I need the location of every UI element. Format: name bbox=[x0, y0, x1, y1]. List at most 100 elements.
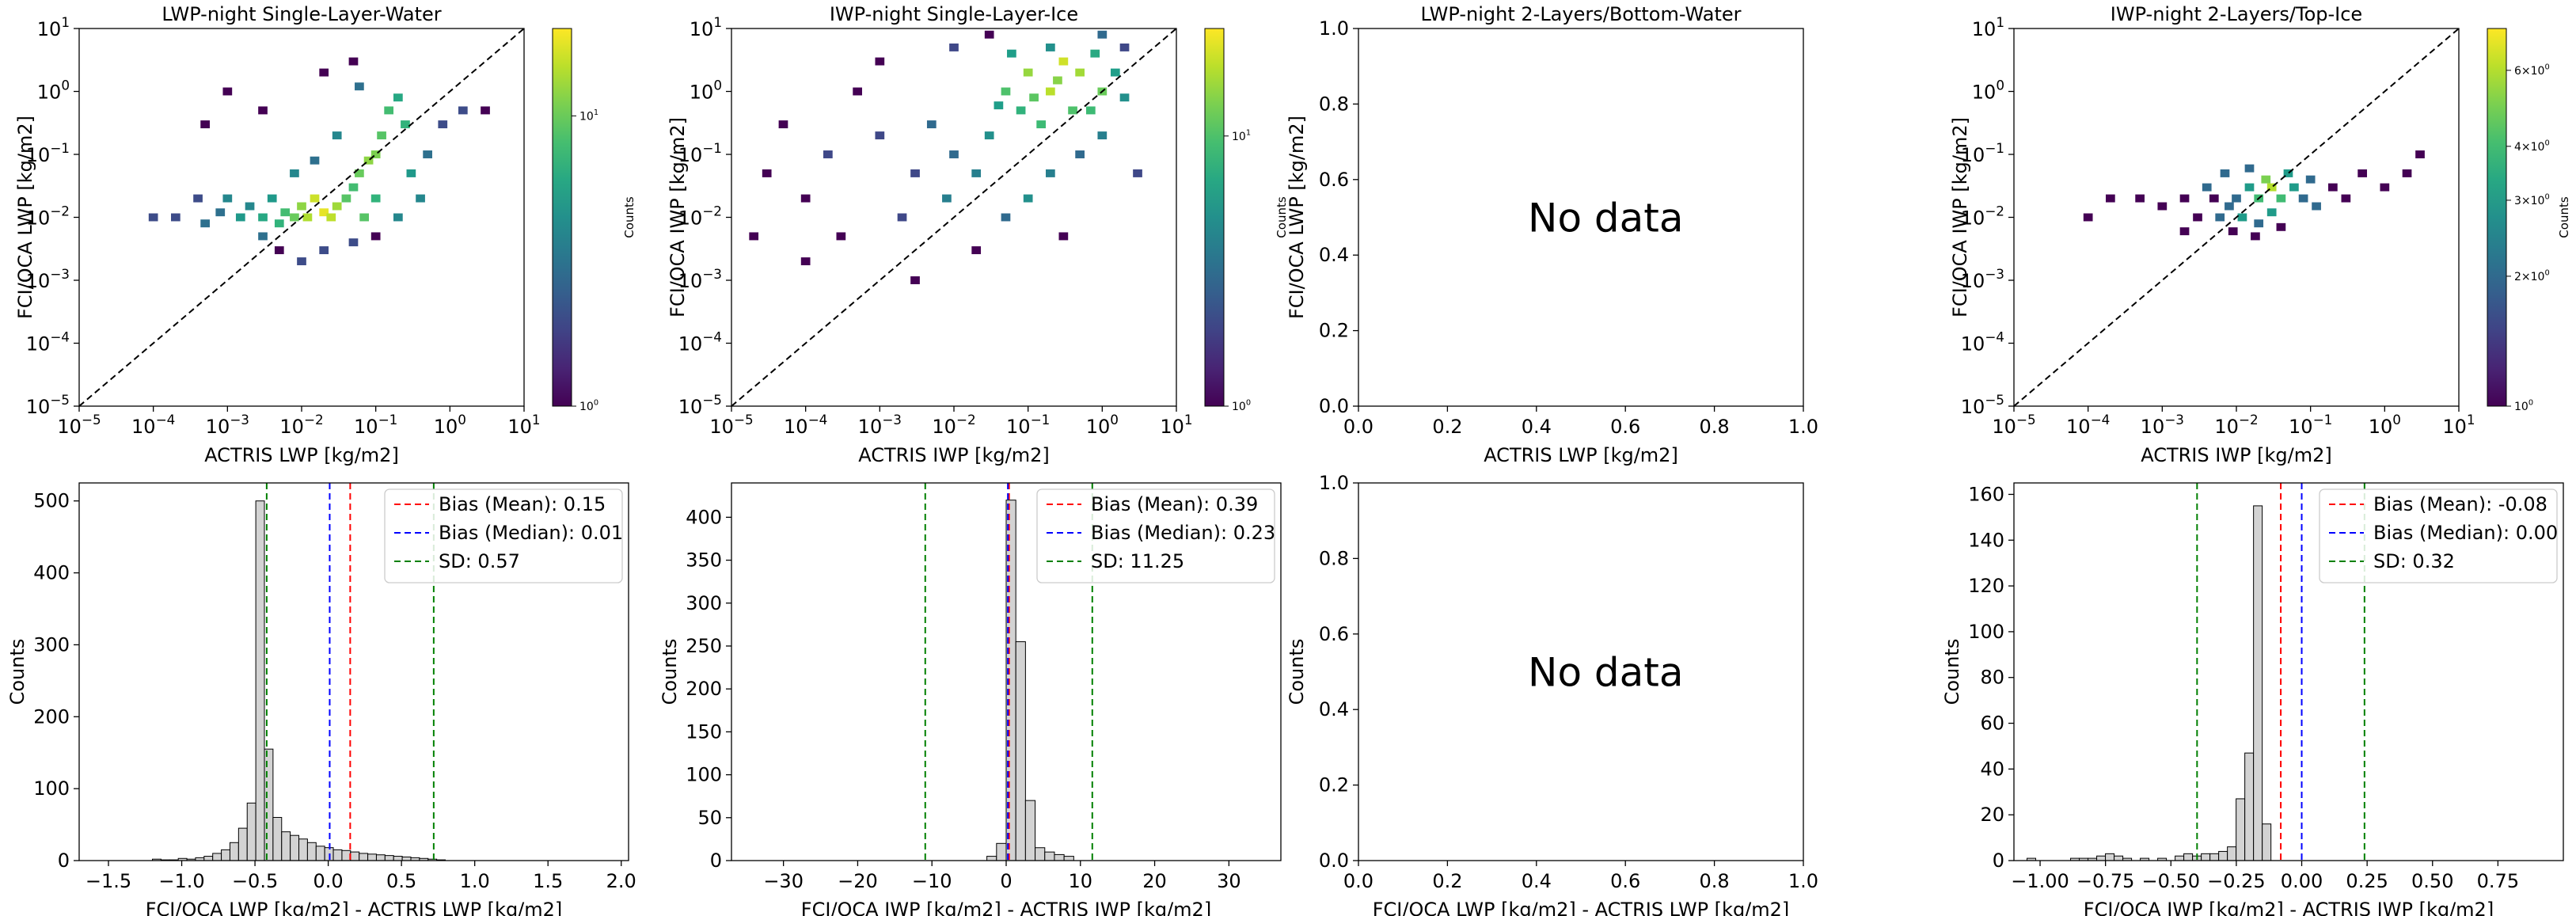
x-tick-label: 101 bbox=[507, 412, 540, 438]
histogram-bar bbox=[1015, 641, 1026, 861]
x-tick-label: −10 bbox=[912, 870, 952, 892]
heatmap-cell bbox=[355, 169, 364, 177]
x-tick-label: 0.00 bbox=[2281, 870, 2323, 892]
heatmap-cell bbox=[1110, 68, 1120, 77]
y-tick-label: 200 bbox=[33, 705, 70, 728]
heatmap-cell bbox=[2289, 183, 2299, 192]
x-tick-label: −0.25 bbox=[2207, 870, 2266, 892]
x-tick-label: −20 bbox=[838, 870, 878, 892]
y-tick-label: 0.6 bbox=[1319, 169, 1349, 191]
y-tick-label: 10−2 bbox=[26, 203, 70, 230]
heatmap-cell bbox=[1029, 93, 1039, 102]
y-tick-label: 100 bbox=[37, 78, 70, 104]
y-tick-label: 20 bbox=[1980, 804, 2004, 826]
colorbar bbox=[2487, 28, 2507, 407]
legend-median-label: Bias (Median): 0.23 bbox=[1091, 522, 1275, 544]
heatmap-cell bbox=[310, 194, 320, 203]
x-tick-label: 0.25 bbox=[2346, 870, 2388, 892]
heatmap-cell bbox=[1119, 43, 1130, 51]
y-tick-label: 10−3 bbox=[26, 266, 70, 292]
x-axis-label: ACTRIS LWP [kg/m2] bbox=[1484, 444, 1678, 466]
legend-sd-label: SD: 11.25 bbox=[1091, 550, 1184, 572]
y-tick-label: 60 bbox=[1980, 713, 2004, 735]
x-tick-label: −30 bbox=[763, 870, 804, 892]
x-tick-label: 10−2 bbox=[932, 412, 975, 438]
y-tick-label: 101 bbox=[690, 14, 722, 40]
y-tick-label: 10−1 bbox=[1961, 140, 2004, 166]
histogram-bar bbox=[1044, 851, 1055, 861]
y-tick-label: 80 bbox=[1980, 667, 2004, 689]
colorbar-tick-label: 100 bbox=[579, 399, 598, 413]
y-tick-label: 10−2 bbox=[1961, 203, 2004, 230]
heatmap-cell bbox=[1075, 68, 1085, 77]
heatmap-cell bbox=[1046, 169, 1055, 177]
p2-panel: 10−5 10−4 10−3 10−2 10−1 100 101 10−5 10−4 10−3 10… bbox=[667, 3, 1289, 466]
heatmap-cell bbox=[2244, 183, 2255, 192]
y-tick-label: 10−1 bbox=[26, 140, 70, 166]
heatmap-cell bbox=[2179, 227, 2190, 236]
heatmap-cell bbox=[2358, 169, 2367, 177]
heatmap-cell bbox=[800, 194, 811, 203]
histogram-bar bbox=[1024, 800, 1036, 861]
x-tick-label: −1.5 bbox=[85, 870, 131, 892]
x-tick-label: −0.50 bbox=[2142, 870, 2201, 892]
heatmap-cell bbox=[290, 169, 299, 177]
heatmap-cell bbox=[1046, 43, 1055, 51]
heatmap-cell bbox=[200, 219, 210, 228]
heatmap-cell bbox=[348, 183, 359, 192]
histogram-bar bbox=[2236, 798, 2246, 861]
no-data-annotation: No data bbox=[1528, 196, 1684, 241]
x-tick-label: 0.8 bbox=[1700, 416, 1730, 438]
y-tick-label: 10−5 bbox=[1961, 392, 2004, 418]
heatmap-cell bbox=[984, 131, 994, 140]
legend-box bbox=[2319, 488, 2558, 583]
histogram-bar bbox=[401, 856, 412, 861]
y-tick-label: 10−2 bbox=[678, 203, 722, 230]
legend: Bias (Mean): -0.08 Bias (Median): 0.00 SD:… bbox=[2319, 488, 2558, 583]
heatmap-cell bbox=[2135, 194, 2145, 203]
legend-mean-label: Bias (Mean): 0.15 bbox=[439, 493, 606, 515]
y-tick-label: 101 bbox=[1972, 14, 2004, 40]
y-axis-label: FCI/OCA LWP [kg/m2] bbox=[14, 116, 36, 319]
y-tick-label: 0.2 bbox=[1319, 774, 1349, 796]
histogram-bar bbox=[375, 854, 386, 861]
x-tick-label: 0.6 bbox=[1610, 416, 1640, 438]
heatmap-cell bbox=[274, 246, 284, 255]
x-axis-label: FCI/OCA IWP [kg/m2] - ACTRIS IWP [kg/m2] bbox=[2084, 899, 2494, 916]
x-tick-label: 100 bbox=[434, 412, 466, 438]
colorbar-tick-label: 2×100 bbox=[2514, 269, 2550, 283]
heatmap-cell bbox=[2179, 194, 2190, 203]
heatmap-cell bbox=[1119, 93, 1130, 102]
heatmap-cell bbox=[235, 213, 245, 222]
x-tick-label: 0.6 bbox=[1610, 870, 1640, 892]
heatmap-cell bbox=[910, 169, 920, 177]
y-axis-label: FCI/OCA IWP [kg/m2] bbox=[1949, 117, 1971, 317]
heatmap-cell bbox=[2193, 213, 2202, 222]
histogram-bar bbox=[986, 856, 997, 861]
heatmap-cell bbox=[2083, 213, 2093, 222]
heatmap-cell bbox=[297, 202, 306, 211]
heatmap-cell bbox=[2251, 232, 2260, 241]
y-axis-label: FCI/OCA LWP [kg/m2] bbox=[1286, 116, 1308, 319]
legend-box bbox=[384, 488, 623, 583]
histogram-bar bbox=[1063, 856, 1074, 861]
heatmap-cell bbox=[1058, 232, 1069, 241]
colorbar-label: Counts bbox=[1275, 196, 1289, 238]
x-tick-label: 101 bbox=[1160, 412, 1192, 438]
heatmap-cell bbox=[1001, 213, 1011, 222]
colorbar-tick-label: 4×100 bbox=[2514, 139, 2550, 154]
x-axis-label: ACTRIS IWP [kg/m2] bbox=[858, 444, 1050, 466]
y-tick-label: 10−4 bbox=[678, 329, 722, 355]
heatmap-cell bbox=[897, 213, 907, 222]
histogram-bar bbox=[2175, 855, 2185, 861]
heatmap-cell bbox=[393, 93, 403, 102]
heatmap-cell bbox=[481, 106, 490, 115]
heatmap-cell bbox=[222, 194, 233, 203]
y-tick-label: 10−4 bbox=[26, 329, 70, 355]
x-tick-label: 10−1 bbox=[354, 412, 397, 438]
heatmap-cell bbox=[258, 106, 268, 115]
y-tick-label: 0.0 bbox=[1319, 395, 1349, 417]
y-tick-label: 100 bbox=[686, 764, 722, 786]
histogram-bar bbox=[384, 855, 394, 861]
